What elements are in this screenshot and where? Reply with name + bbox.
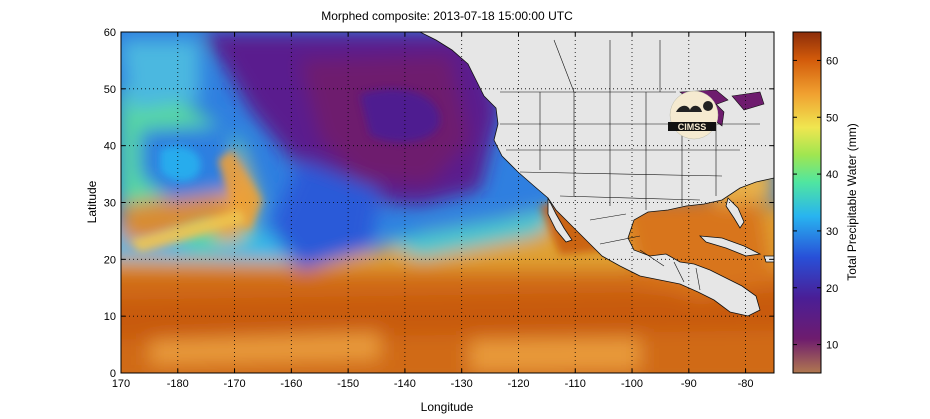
colorbar-tick-label: 60	[826, 55, 838, 67]
y-tick-label: 30	[104, 198, 116, 210]
y-tick-label: 60	[104, 27, 116, 39]
y-tick-label: 20	[104, 254, 116, 266]
colorbar-gradient	[792, 31, 822, 374]
colorbar-tick-label: 10	[826, 340, 838, 352]
colorbar-label: Total Precipitable Water (mm)	[845, 123, 859, 281]
x-tick-label: -110	[565, 378, 586, 390]
x-tick-label: -180	[167, 378, 189, 390]
x-tick-label: 170	[112, 378, 130, 390]
x-tick-label: -170	[224, 378, 246, 390]
colorbar-tick-label: 40	[826, 169, 838, 181]
logo-text: CIMSS	[678, 122, 707, 132]
y-tick-label: 40	[104, 141, 116, 153]
x-tick-label: -90	[681, 378, 697, 390]
x-tick-label: -80	[738, 378, 754, 390]
x-tick-label: -100	[621, 378, 643, 390]
y-tick-label: 10	[104, 311, 116, 323]
baja-california-land	[547, 197, 573, 243]
x-tick-label: -160	[280, 378, 302, 390]
map-grid	[121, 32, 774, 373]
x-tick-label: -120	[507, 378, 529, 390]
map-title: Morphed composite: 2013-07-18 15:00:00 U…	[321, 9, 573, 23]
precipitable-water-field: CIMSS	[121, 32, 774, 373]
florida-land	[725, 197, 745, 229]
cuba-land	[698, 235, 762, 257]
y-tick-label: 50	[104, 84, 116, 96]
colorbar-tick-label: 50	[826, 112, 838, 124]
y-axis-label: Latitude	[85, 180, 99, 223]
colorbar: 10 20 30 40 50 60 Total Precipitable Water (m…	[792, 31, 859, 374]
x-tick-label: -130	[451, 378, 473, 390]
x-axis-label: Longitude	[421, 400, 474, 414]
colorbar-tick-label: 20	[826, 283, 838, 295]
cimss-logo: CIMSS	[668, 90, 719, 140]
y-axis-ticks: 0 10 20 30 40 50 60	[104, 27, 774, 380]
x-tick-label: -150	[337, 378, 359, 390]
x-axis-ticks: 170 -180 -170 -160 -150 -140 -130 -120 -110 -100 -…	[112, 32, 754, 390]
x-tick-label: -140	[394, 378, 416, 390]
y-tick-label: 0	[110, 368, 116, 380]
colorbar-ticks: 10 20 30 40 50 60	[793, 55, 838, 352]
colorbar-tick-label: 30	[826, 226, 838, 238]
